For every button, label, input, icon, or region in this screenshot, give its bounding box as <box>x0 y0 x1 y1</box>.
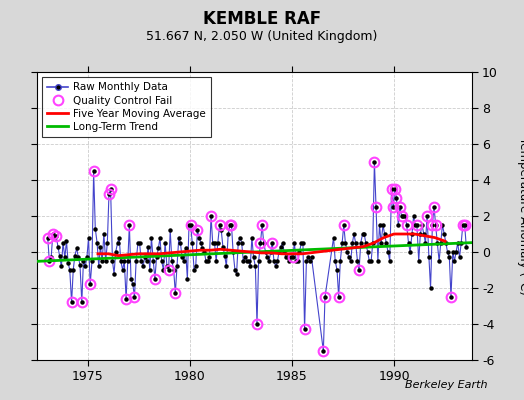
Text: Berkeley Earth: Berkeley Earth <box>405 380 487 390</box>
Text: KEMBLE RAF: KEMBLE RAF <box>203 10 321 28</box>
Legend: Raw Monthly Data, Quality Control Fail, Five Year Moving Average, Long-Term Tren: Raw Monthly Data, Quality Control Fail, … <box>42 77 211 137</box>
Y-axis label: Temperature Anomaly (°C): Temperature Anomaly (°C) <box>517 137 524 295</box>
Text: 51.667 N, 2.050 W (United Kingdom): 51.667 N, 2.050 W (United Kingdom) <box>146 30 378 43</box>
